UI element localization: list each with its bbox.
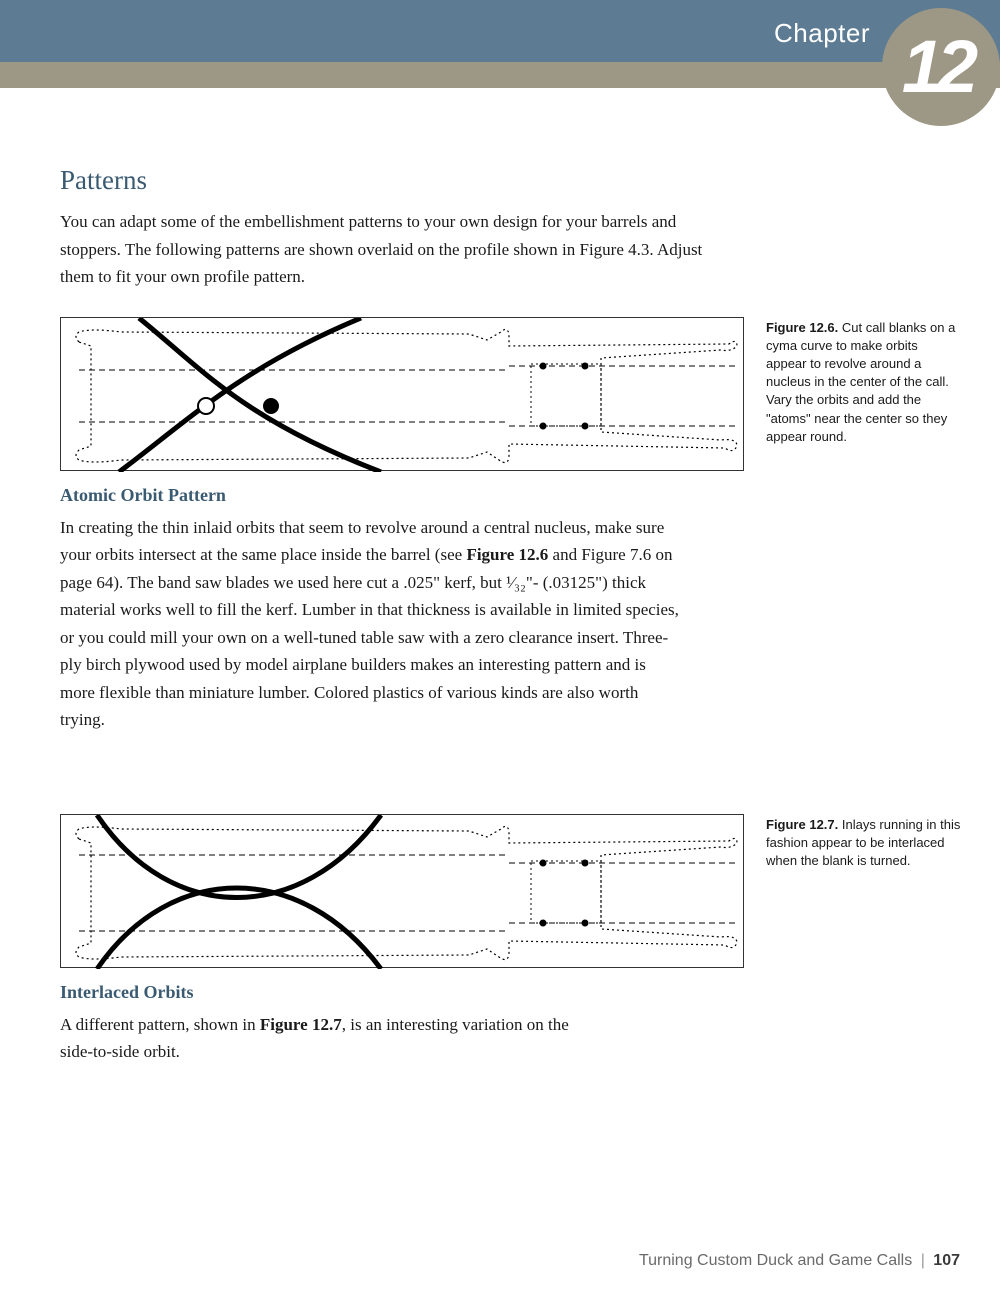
atomic-text-c: and Figure 7.6 on page 64). The band saw… [60,545,679,729]
footer-book-title: Turning Custom Duck and Game Calls [639,1252,912,1269]
figure-12-6-label: Figure 12.6. [766,320,838,335]
atomic-heading: Atomic Orbit Pattern [60,485,970,506]
figure-12-6-caption: Figure 12.6. Cut call blanks on a cyma c… [766,317,961,446]
footer-separator: | [921,1252,925,1269]
atomic-paragraph: In creating the thin inlaid orbits that … [60,514,680,734]
chapter-circle: 12 [882,8,1000,126]
figure-12-7-row: Figure 12.7. Inlays running in this fash… [60,814,970,968]
figure-12-6-row: Figure 12.6. Cut call blanks on a cyma c… [60,317,970,471]
figure-12-7-diagram [60,814,744,968]
chapter-number: 12 [902,30,972,104]
header-band-tan [0,62,1000,88]
page-footer: Turning Custom Duck and Game Calls | 107 [639,1252,960,1270]
figure-12-6-diagram [60,317,744,471]
intro-paragraph: You can adapt some of the embellishment … [60,208,710,291]
page-content: Patterns You can adapt some of the embel… [60,165,970,1066]
figure-12-7-caption: Figure 12.7. Inlays running in this fash… [766,814,961,871]
section-title: Patterns [60,165,970,196]
footer-page-number: 107 [933,1252,960,1269]
interlaced-heading: Interlaced Orbits [60,982,970,1003]
figure-12-6-caption-text: Cut call blanks on a cyma curve to make … [766,320,955,444]
interlaced-figref: Figure 12.7 [260,1015,342,1034]
interlaced-paragraph: A different pattern, shown in Figure 12.… [60,1011,580,1066]
figure-12-7-label: Figure 12.7. [766,817,838,832]
atomic-figref: Figure 12.6 [466,545,548,564]
chapter-label: Chapter [774,18,870,49]
chapter-badge: 12 [882,8,1000,126]
interlaced-text-a: A different pattern, shown in [60,1015,260,1034]
